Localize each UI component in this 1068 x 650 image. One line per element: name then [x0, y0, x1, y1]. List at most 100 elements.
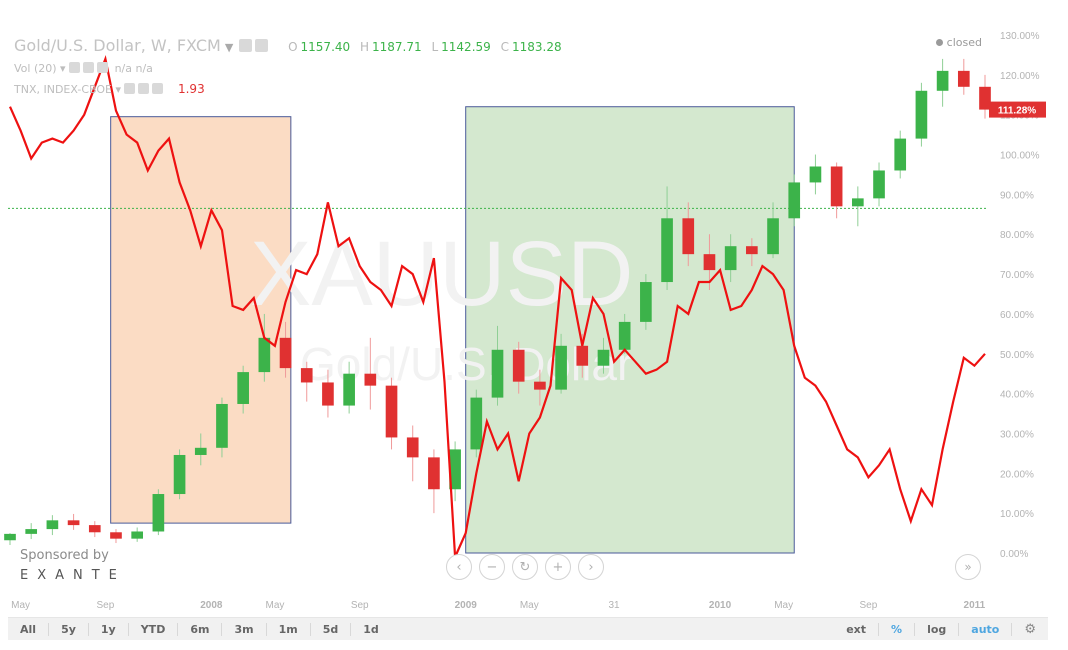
eye-icon[interactable]: [124, 83, 136, 94]
gear-icon[interactable]: [255, 39, 269, 52]
tnx-value: 1.93: [177, 82, 205, 96]
range-all[interactable]: All: [8, 622, 50, 636]
gear-icon[interactable]: [83, 62, 95, 73]
candle: [300, 368, 313, 383]
x-tick-label: Sep: [96, 600, 114, 611]
option-percent[interactable]: %: [879, 622, 916, 636]
candle: [661, 218, 673, 283]
y-tick-label: 60.00%: [1000, 310, 1034, 321]
y-tick-label: 10.00%: [1000, 509, 1034, 520]
chart-navigation: ‹ − ↻ + ›: [446, 554, 604, 580]
y-tick-label: 120.00%: [1000, 71, 1040, 82]
candle: [131, 531, 144, 539]
x-tick-label: 31: [609, 600, 621, 611]
status-dot-icon: [935, 39, 943, 46]
candle: [4, 533, 16, 541]
candle: [258, 337, 271, 373]
reset-icon[interactable]: ↻: [512, 554, 538, 580]
watermark-symbol: XAUUSD: [250, 223, 633, 325]
zoom-in-icon[interactable]: +: [545, 554, 571, 580]
range-ytd[interactable]: YTD: [129, 622, 179, 636]
candle: [152, 494, 165, 532]
candle: [216, 403, 228, 448]
candle: [767, 218, 779, 255]
eye-icon[interactable]: [239, 39, 253, 52]
sponsor-logo[interactable]: EXANTE: [20, 568, 126, 583]
range-1d[interactable]: 1d: [363, 622, 379, 636]
legend-tnx: TNX, INDEX-CBOE ▾ 1.93: [14, 82, 205, 96]
range-5d[interactable]: 5d: [311, 622, 352, 636]
last-value-badge: [989, 101, 1046, 118]
close-icon[interactable]: [97, 62, 109, 73]
candle: [194, 447, 207, 455]
chevron-down-icon[interactable]: ▾: [111, 83, 125, 96]
candle: [894, 138, 907, 171]
candle: [428, 457, 440, 490]
chevron-down-icon[interactable]: ▾: [56, 62, 70, 75]
legend-main: Gold/U.S. Dollar, W, FXCM ▼ O 1157.40 H 118…: [14, 36, 562, 55]
range-1m[interactable]: 1m: [267, 622, 311, 636]
x-tick-label: May: [11, 600, 30, 611]
tnx-label[interactable]: TNX, INDEX-CBOE: [14, 83, 112, 96]
candle: [915, 90, 928, 139]
x-tick-label: 2010: [709, 600, 732, 611]
y-tick-label: 0.00%: [1000, 549, 1028, 560]
y-tick-label: 90.00%: [1000, 190, 1034, 201]
volume-values: n/a n/a: [114, 62, 153, 75]
range-6m[interactable]: 6m: [178, 622, 223, 636]
settings-gear-icon[interactable]: ⚙: [1024, 621, 1036, 637]
candle: [88, 525, 101, 533]
x-tick-label: 2011: [964, 600, 986, 611]
range-1y[interactable]: 1y: [89, 622, 129, 636]
close-icon[interactable]: [152, 83, 164, 94]
option-log[interactable]: log: [915, 622, 960, 636]
candle: [979, 86, 991, 110]
candle: [724, 246, 737, 271]
range-5y[interactable]: 5y: [49, 622, 89, 636]
scroll-to-end-icon[interactable]: »: [955, 554, 981, 580]
candle: [640, 282, 652, 322]
candle: [534, 381, 546, 390]
legend-volume: Vol (20) ▾ n/a n/a: [14, 62, 153, 75]
candle: [555, 345, 567, 390]
sponsor-label: Sponsored by: [20, 548, 109, 563]
gear-icon[interactable]: [138, 83, 150, 94]
ohlc-key-low: L: [431, 40, 439, 54]
candle: [46, 520, 59, 530]
candle: [830, 166, 843, 207]
ohlc-low: 1142.59: [441, 40, 491, 54]
candle: [343, 373, 355, 406]
scroll-right-icon[interactable]: ›: [578, 554, 604, 580]
symbol-title[interactable]: Gold/U.S. Dollar, W, FXCM: [14, 36, 221, 55]
candle: [746, 246, 758, 255]
scroll-left-icon[interactable]: ‹: [446, 554, 472, 580]
range-toolbar: All 5y 1y YTD 6m 3m 1m 5d 1d ext % log a…: [8, 617, 1048, 640]
x-tick-label: May: [265, 600, 284, 611]
candle: [110, 532, 122, 539]
range-buttons: All 5y 1y YTD 6m 3m 1m 5d 1d: [8, 622, 391, 636]
zoom-out-icon[interactable]: −: [479, 554, 505, 580]
candle: [703, 254, 716, 271]
y-tick-label: 80.00%: [1000, 230, 1034, 241]
range-3m[interactable]: 3m: [222, 622, 267, 636]
chevron-down-icon[interactable]: ▼: [224, 41, 234, 54]
scale-options: ext % log auto ⚙: [834, 622, 1048, 637]
ohlc-close: 1183.28: [512, 40, 562, 54]
tnx-line: [8, 54, 986, 558]
volume-label[interactable]: Vol (20): [14, 62, 57, 75]
eye-icon[interactable]: [69, 62, 81, 73]
candle: [788, 182, 801, 219]
candle: [682, 218, 695, 255]
option-auto[interactable]: auto: [959, 622, 1013, 636]
market-status: closed: [935, 36, 982, 49]
x-axis: May Sep 2008 May Sep 2009 May 31 2010 May Sep 2011: [11, 600, 986, 611]
candle: [576, 345, 589, 366]
y-tick-label: 100.00%: [1000, 151, 1040, 162]
x-tick-label: 2008: [200, 600, 223, 611]
candle: [67, 520, 80, 526]
sponsor-block[interactable]: Sponsored by EXANTE: [20, 548, 126, 583]
candle: [618, 321, 631, 350]
option-ext[interactable]: ext: [834, 622, 880, 636]
last-value-label: 111.28%: [989, 101, 1046, 118]
